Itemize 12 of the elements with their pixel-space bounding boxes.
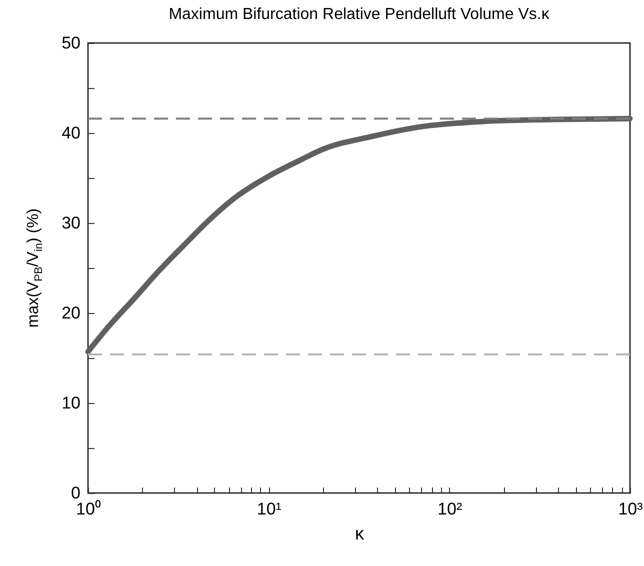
y-tick-label: 30 [62,214,80,232]
y-tick-label: 50 [62,34,80,52]
y-tick-label: 10 [62,394,80,412]
x-tick-label: 10² [438,500,462,518]
y-tick-label: 20 [62,304,80,322]
x-axis-title: κ [355,524,365,544]
x-tick-label: 10³ [618,500,644,518]
chart-title: Maximum Bifurcation Relative Pendelluft Volume Vs.κ [168,6,550,23]
x-tick-label: 10¹ [256,500,282,518]
x-tick-label: 10⁰ [76,500,101,518]
y-tick-label: 0 [71,484,80,502]
y-tick-label: 40 [62,124,80,142]
